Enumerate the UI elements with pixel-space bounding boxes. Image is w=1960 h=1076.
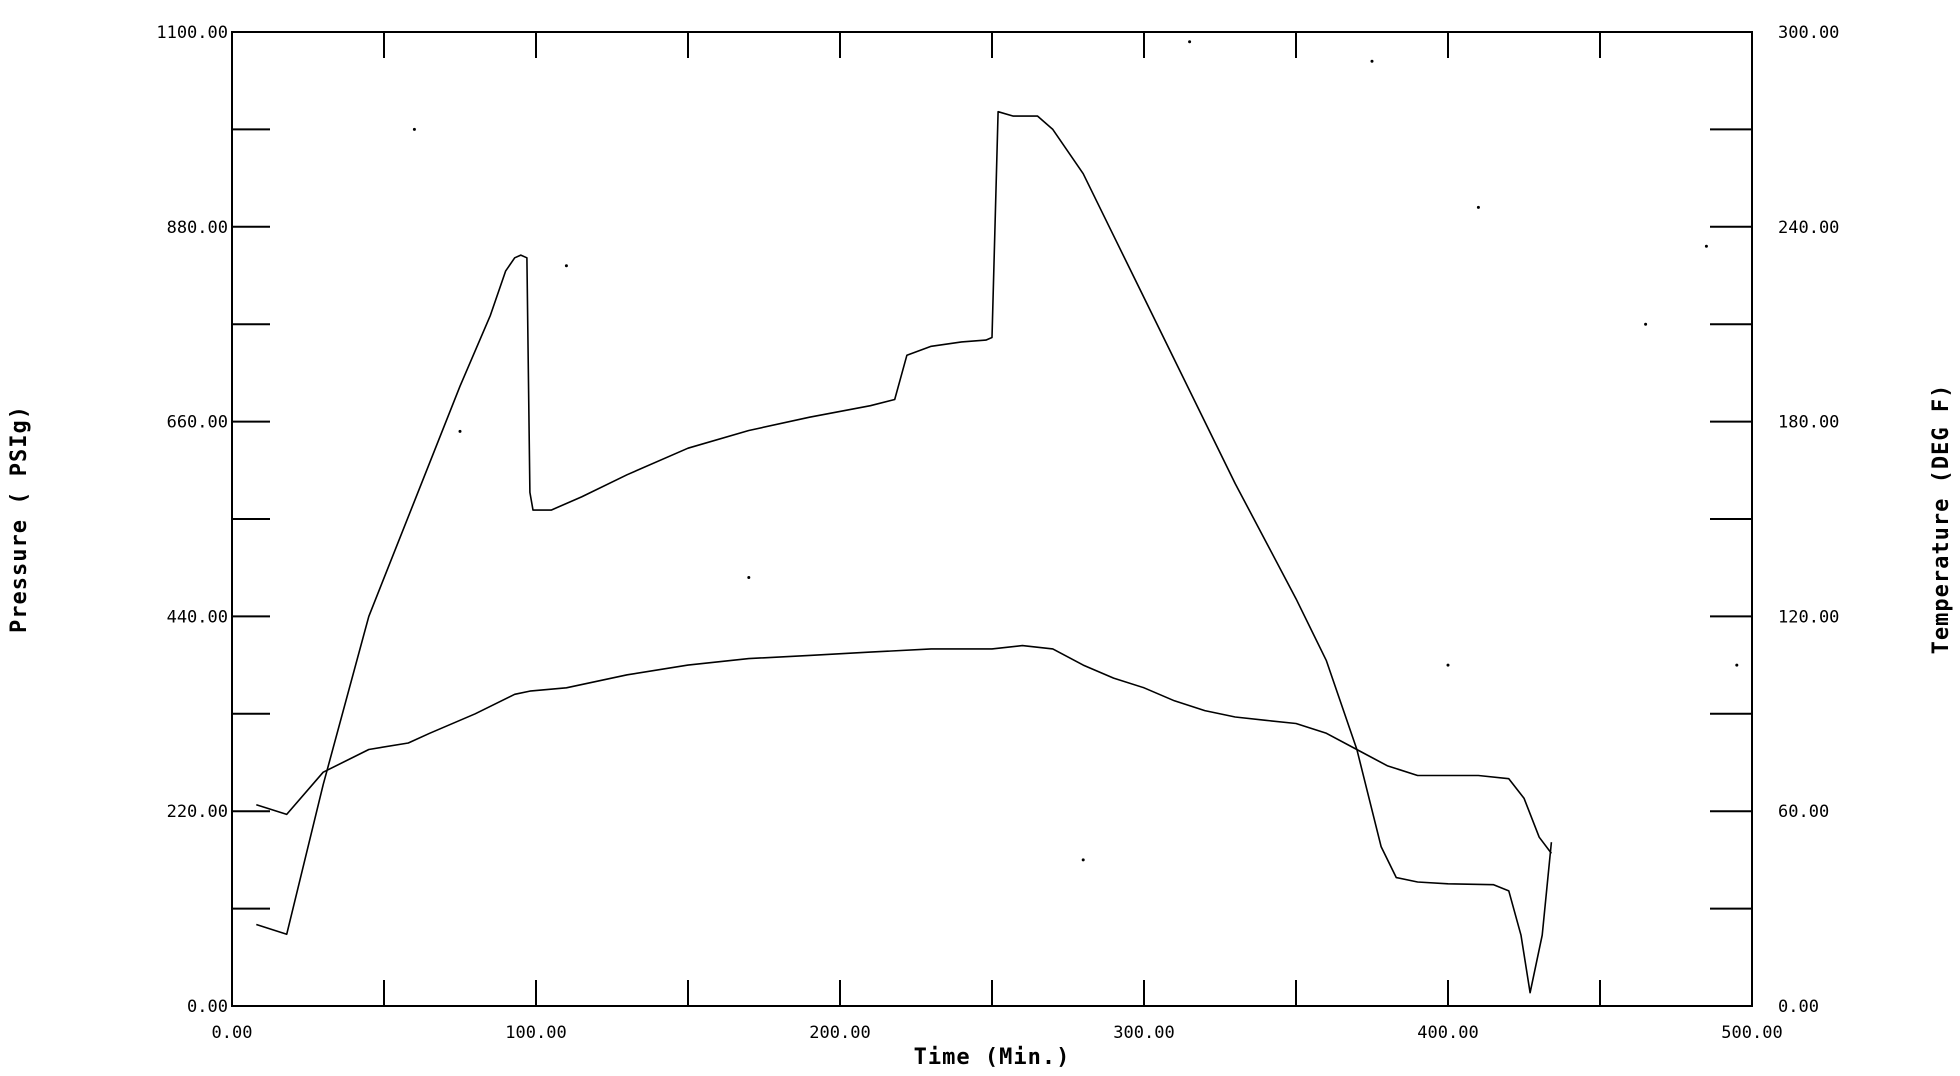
- y-right-tick-label: 300.00: [1778, 23, 1839, 43]
- y-axis-right-title: Temperature (DEG F): [1929, 384, 1954, 655]
- series-layer: [256, 110, 1553, 994]
- scan-speck: [1735, 663, 1739, 667]
- x-tick-label: 500.00: [1721, 1023, 1782, 1043]
- y-left-tick-label: 1100.00: [156, 23, 228, 43]
- scan-speck: [1704, 244, 1708, 248]
- x-tick-label: 0.00: [212, 1023, 253, 1043]
- x-tick-label: 400.00: [1417, 1023, 1478, 1043]
- axis-ticks: [232, 32, 1752, 1006]
- scan-speck: [412, 127, 416, 131]
- x-axis-title: Time (Min.): [914, 1045, 1071, 1070]
- scan-speck: [1081, 858, 1085, 862]
- y-left-tick-label: 660.00: [167, 413, 228, 433]
- scan-speck: [1476, 205, 1480, 209]
- y-right-tick-label: 0.00: [1778, 997, 1819, 1017]
- scan-speck: [747, 575, 751, 579]
- y-right-tick-label: 180.00: [1778, 413, 1839, 433]
- scan-speck: [564, 264, 568, 268]
- scan-speck: [458, 429, 462, 433]
- y-right-tick-label: 60.00: [1778, 802, 1829, 822]
- y-axis-left-title: Pressure ( PSIg): [7, 405, 32, 633]
- temperature-line: [256, 644, 1553, 854]
- pressure-line: [256, 110, 1553, 994]
- x-tick-label: 100.00: [505, 1023, 566, 1043]
- scan-speck: [1644, 322, 1648, 326]
- y-left-tick-label: 440.00: [167, 607, 228, 627]
- y-right-tick-label: 240.00: [1778, 218, 1839, 238]
- tick-labels: 0.00 100.00 200.00 300.00 400.00 500.00 0.00 22…: [156, 23, 1839, 1043]
- y-right-tick-label: 120.00: [1778, 607, 1839, 627]
- scan-speck: [1188, 40, 1192, 44]
- x-tick-label: 200.00: [809, 1023, 870, 1043]
- y-left-tick-label: 880.00: [167, 218, 228, 238]
- x-tick-label: 300.00: [1113, 1023, 1174, 1043]
- plot-frame: [231, 31, 1753, 1007]
- scan-speck: [1370, 59, 1374, 63]
- scan-speck: [1446, 663, 1450, 667]
- y-left-tick-label: 220.00: [167, 802, 228, 822]
- y-left-tick-label: 0.00: [187, 997, 228, 1017]
- scan-specks: [412, 40, 1739, 862]
